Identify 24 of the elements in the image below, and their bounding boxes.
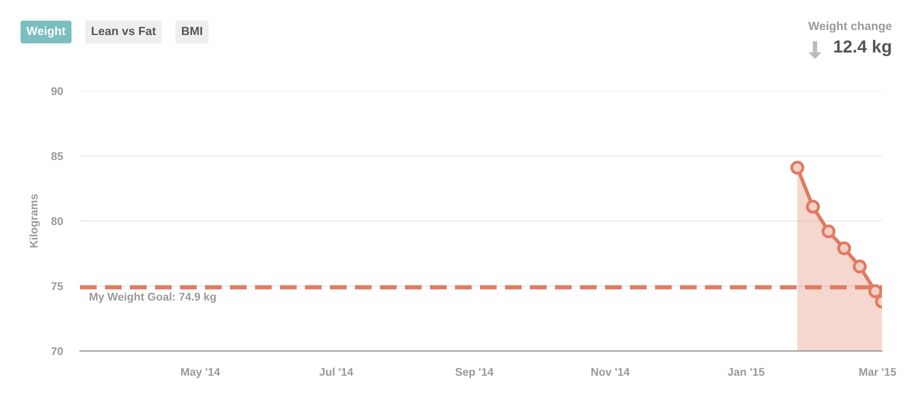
- point: [852, 260, 867, 274]
- point: [806, 200, 820, 214]
- x-tick-label: Sep '14: [455, 368, 494, 378]
- point: [822, 224, 836, 238]
- text: BMI: [182, 26, 202, 36]
- text: Weight change: [808, 21, 892, 33]
- x-tick-label: Jul '14: [319, 368, 354, 376]
- x-tick-label: May '14: [181, 368, 220, 378]
- y-tick-label: 90: [51, 87, 63, 96]
- x-tick-label: Nov '14: [591, 368, 630, 376]
- y-tick-label: 85: [51, 152, 64, 160]
- text: 12.4 kg: [834, 40, 891, 56]
- text: Weight: [26, 26, 66, 38]
- y-tick-label: 75: [51, 282, 64, 290]
- x-tick-label: Jan '15: [728, 368, 764, 376]
- text: Lean vs Fat: [92, 26, 156, 36]
- point: [868, 284, 882, 298]
- x-tick-label: Mar '15: [859, 368, 896, 376]
- point: [837, 241, 852, 256]
- y-tick-label: 70: [51, 347, 63, 356]
- y-tick-label: 80: [51, 217, 63, 226]
- y-axis-title: Kilograms: [29, 194, 40, 248]
- ref-line-label: My Weight Goal: 74.9 kg: [90, 292, 216, 303]
- point: [790, 160, 804, 175]
